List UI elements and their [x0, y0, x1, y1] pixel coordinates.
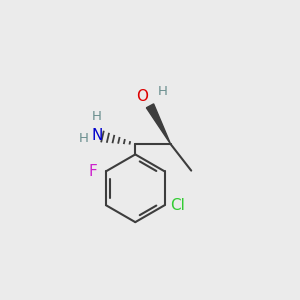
Text: N: N [91, 128, 103, 143]
Text: F: F [88, 164, 97, 179]
Text: H: H [158, 85, 167, 98]
Text: H: H [78, 132, 88, 145]
Text: Cl: Cl [170, 198, 185, 213]
Polygon shape [146, 104, 171, 144]
Text: H: H [92, 110, 102, 124]
Text: O: O [136, 89, 148, 104]
